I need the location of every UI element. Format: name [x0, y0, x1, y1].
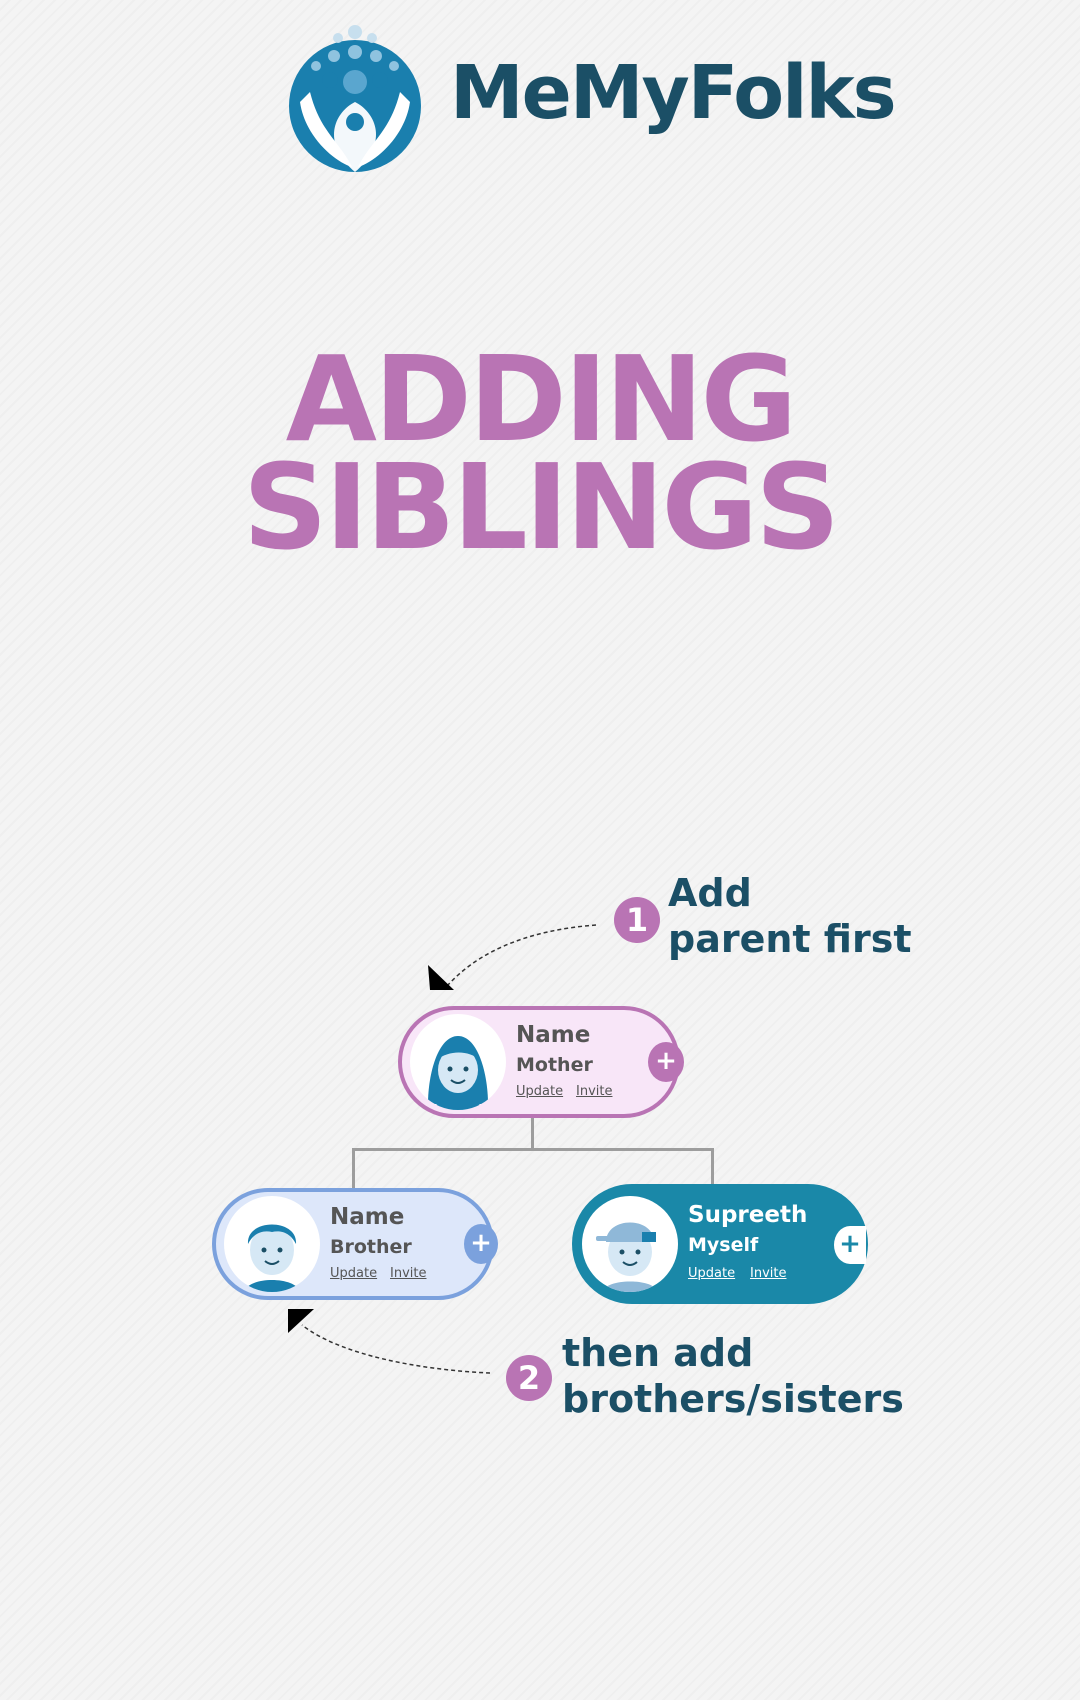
sibling-card[interactable]: Name Brother Update Invite + [212, 1188, 498, 1300]
self-name: Supreeth [688, 1202, 808, 1228]
mother-avatar [410, 1014, 506, 1110]
parent-relation: Mother [516, 1054, 593, 1076]
boy-with-cap-avatar-icon [596, 1222, 658, 1292]
step-1-line1: Add [668, 871, 752, 915]
step-1-line2: parent first [668, 917, 912, 961]
page-title-line2: SIBLINGS [242, 438, 841, 576]
arrow-to-parent-icon [428, 924, 597, 990]
page-title-line1: ADDING [285, 330, 798, 468]
brand-logo [280, 22, 430, 172]
family-circle-logo-icon [289, 25, 421, 172]
connector-vertical-sibling [352, 1148, 355, 1190]
sibling-relation: Brother [330, 1236, 412, 1258]
add-to-sibling-button[interactable]: + [464, 1224, 498, 1264]
step-2-badge: 2 [506, 1355, 552, 1401]
self-card[interactable]: Supreeth Myself Update Invite + [572, 1184, 868, 1304]
step-2-line1: then add [562, 1331, 754, 1375]
step-2-line2: brothers/sisters [562, 1377, 904, 1421]
sibling-update-link[interactable]: Update [330, 1266, 378, 1281]
brother-avatar [224, 1196, 320, 1292]
parent-card[interactable]: Name Mother Update Invite + [398, 1006, 684, 1118]
sibling-name: Name [330, 1204, 405, 1230]
self-invite-link[interactable]: Invite [750, 1266, 787, 1281]
parent-update-link[interactable]: Update [516, 1084, 564, 1099]
self-avatar [582, 1196, 678, 1292]
self-update-link[interactable]: Update [688, 1266, 736, 1281]
step-1-badge: 1 [614, 897, 660, 943]
parent-name: Name [516, 1022, 591, 1048]
female-avatar-icon [428, 1036, 488, 1110]
male-avatar-icon [244, 1224, 300, 1292]
connector-vertical-parent [531, 1118, 534, 1150]
connector-vertical-self [711, 1148, 714, 1186]
self-relation: Myself [688, 1234, 759, 1256]
add-to-self-button[interactable]: + [834, 1226, 866, 1264]
sibling-invite-link[interactable]: Invite [390, 1266, 427, 1281]
connector-horizontal [352, 1148, 714, 1151]
brand-name: MeMyFolks [450, 50, 897, 136]
parent-invite-link[interactable]: Invite [576, 1084, 613, 1099]
add-to-parent-button[interactable]: + [648, 1042, 684, 1082]
arrow-to-sibling-icon [288, 1309, 491, 1374]
